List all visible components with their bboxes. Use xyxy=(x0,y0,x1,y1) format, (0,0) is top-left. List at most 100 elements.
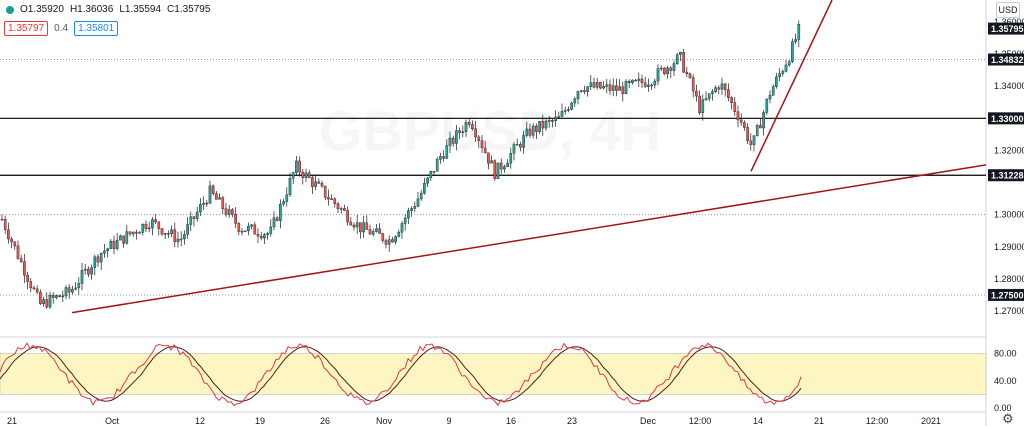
candle-body xyxy=(797,24,801,40)
candle-body xyxy=(640,78,644,83)
candle-body xyxy=(419,192,423,200)
candle-body xyxy=(80,270,84,284)
candle-body xyxy=(147,227,151,230)
candle-body xyxy=(336,203,340,209)
candle-body xyxy=(96,256,100,263)
candle-body xyxy=(138,232,141,234)
candle-body xyxy=(691,77,695,92)
time-tick-label: 12 xyxy=(195,416,205,426)
sell-price-button[interactable]: 1.35797 xyxy=(4,21,49,36)
candle-body xyxy=(400,223,404,233)
candle-body xyxy=(653,80,657,86)
time-tick-label: 12:00 xyxy=(866,416,889,426)
price-label-box xyxy=(988,288,1024,301)
candle-body xyxy=(589,82,593,87)
candle-body xyxy=(445,145,449,159)
candle-body xyxy=(448,137,452,146)
candle-body xyxy=(695,90,698,97)
candle-body xyxy=(624,81,628,94)
candle-body xyxy=(141,223,145,233)
candle-body xyxy=(362,222,365,233)
buy-price-button[interactable]: 1.35801 xyxy=(74,21,119,36)
candle-body xyxy=(656,68,660,82)
candle-body xyxy=(730,97,733,103)
candle-body xyxy=(618,86,621,91)
candle-body xyxy=(32,287,36,290)
candle-body xyxy=(263,234,266,239)
candle-body xyxy=(576,91,580,100)
candle-body xyxy=(675,54,679,64)
candle-body xyxy=(714,87,717,92)
candle-body xyxy=(682,52,685,73)
candle-body xyxy=(704,98,708,100)
candle-body xyxy=(186,224,189,235)
candle-body xyxy=(723,83,727,90)
candle-body xyxy=(275,217,279,221)
candle-body xyxy=(455,130,458,144)
candle-body xyxy=(499,162,503,170)
candle-body xyxy=(471,124,474,130)
candle-body xyxy=(103,250,106,254)
candle-body xyxy=(349,221,353,226)
candle-body xyxy=(29,281,33,289)
candle-body xyxy=(240,230,244,233)
candle-body xyxy=(717,87,721,90)
candle-body xyxy=(621,86,625,94)
candle-body xyxy=(35,288,39,293)
candle-body xyxy=(407,210,410,219)
candle-body xyxy=(522,135,525,148)
candle-body xyxy=(282,201,285,205)
price-label-text: 1.31228 xyxy=(991,171,1024,181)
candle-body xyxy=(317,181,321,184)
price-tick-label: 1.36000 xyxy=(994,17,1024,27)
candle-body xyxy=(579,90,583,92)
candle-body xyxy=(83,268,87,271)
candle-body xyxy=(515,144,519,146)
price-tick-label: 1.28000 xyxy=(994,274,1024,284)
candle-body xyxy=(39,291,42,305)
candle-body xyxy=(611,85,615,91)
candle-body xyxy=(250,224,253,227)
spread-value: 0.4 xyxy=(54,23,69,34)
candle-body xyxy=(384,240,388,245)
candle-body xyxy=(755,125,759,136)
candle-body xyxy=(403,217,407,224)
candle-body xyxy=(727,89,730,98)
candle-body xyxy=(602,86,605,89)
candle-body xyxy=(55,295,58,298)
candle-body xyxy=(371,231,375,235)
candle-body xyxy=(208,185,212,204)
candle-body xyxy=(669,67,673,71)
candle-body xyxy=(752,135,756,145)
candle-body xyxy=(487,152,490,164)
candle-body xyxy=(202,202,205,205)
candle-body xyxy=(391,239,394,243)
candle-body xyxy=(131,231,135,235)
candle-body xyxy=(74,287,77,290)
candle-body xyxy=(483,147,487,154)
candle-body xyxy=(560,111,564,117)
candle-body xyxy=(211,185,215,194)
candle-body xyxy=(295,160,298,173)
candle-body xyxy=(71,289,74,293)
candle-body xyxy=(48,295,52,308)
gear-icon[interactable]: ⚙ xyxy=(1002,411,1014,426)
trendline-steep[interactable] xyxy=(750,0,833,172)
candle-body xyxy=(87,268,90,275)
candle-body xyxy=(531,125,535,136)
market-status-icon xyxy=(6,5,14,14)
candle-body xyxy=(509,153,513,164)
candle-body xyxy=(67,287,71,293)
candle-body xyxy=(547,120,551,122)
candle-body xyxy=(512,144,516,154)
candle-body xyxy=(688,73,692,78)
currency-button[interactable]: USD xyxy=(996,2,1020,18)
candle-body xyxy=(720,83,724,90)
time-tick-label: 2021 xyxy=(921,416,941,426)
candle-body xyxy=(432,171,436,173)
candle-body xyxy=(16,245,20,259)
price-label-text: 1.27500 xyxy=(991,290,1024,300)
trendline-long[interactable] xyxy=(71,164,987,314)
